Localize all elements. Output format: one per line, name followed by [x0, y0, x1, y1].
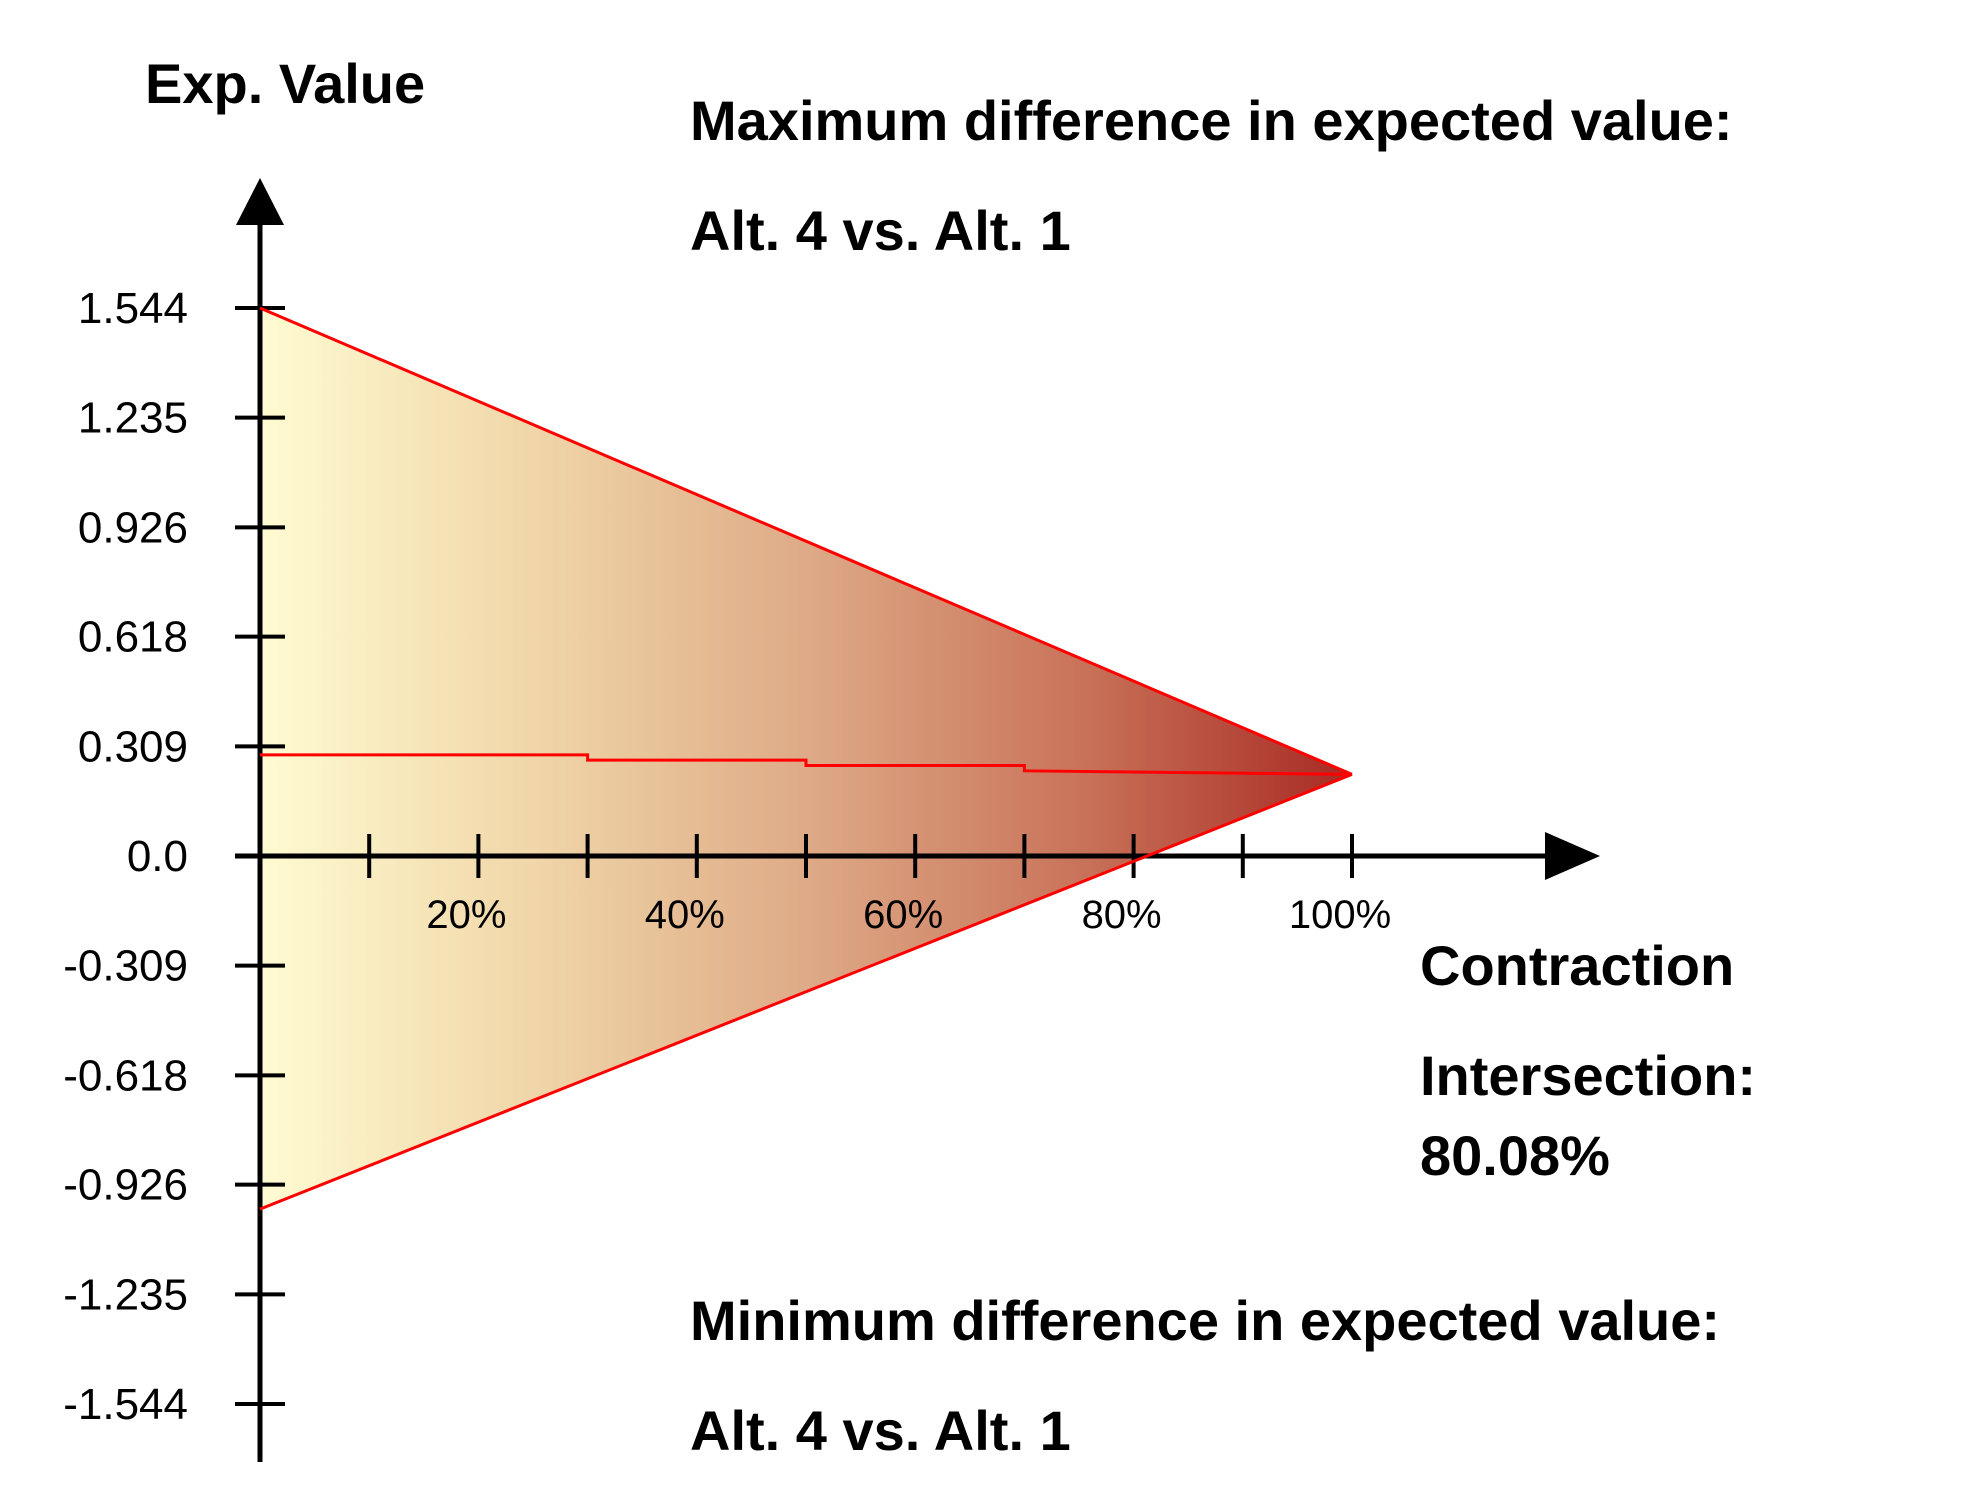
y-tick-label: 0.309	[78, 722, 188, 771]
min-difference-line	[259, 772, 1353, 1211]
y-tick-label: -0.618	[63, 1051, 188, 1100]
y-tick-label: -0.309	[63, 942, 188, 991]
mid-expected-value-line	[260, 753, 1353, 776]
max-difference-pair: Alt. 4 vs. Alt. 1	[690, 199, 1071, 262]
max-difference-line	[259, 306, 1353, 776]
y-axis-arrow-icon	[236, 178, 284, 225]
min-difference-pair: Alt. 4 vs. Alt. 1	[690, 1399, 1071, 1462]
x-tick-label: 60%	[863, 893, 943, 937]
x-axis-arrow-icon	[1545, 832, 1600, 880]
x-tick-label: 20%	[426, 893, 506, 937]
y-tick-label: 0.926	[78, 503, 188, 552]
intersection-value: 80.08%	[1420, 1124, 1610, 1187]
intersection-label: Intersection:	[1420, 1044, 1756, 1107]
y-tick-label: -1.235	[63, 1270, 188, 1319]
x-tick-label: 80%	[1082, 893, 1162, 937]
y-tick-label: 1.544	[78, 284, 188, 333]
y-tick-label: 0.618	[78, 613, 188, 662]
y-axis-ticks: 1.544 1.235 0.926 0.618 0.309 0.0 -0.309 -0.618…	[63, 284, 285, 1429]
y-axis-label: Exp. Value	[145, 52, 425, 115]
min-difference-heading: Minimum difference in expected value:	[690, 1289, 1720, 1352]
x-axis-ticks: 20% 40% 60% 80% 100%	[367, 834, 1391, 937]
y-tick-label: 1.235	[78, 394, 188, 443]
y-tick-label: -0.926	[63, 1161, 188, 1210]
max-difference-heading: Maximum difference in expected value:	[690, 89, 1733, 152]
y-tick-label: -1.544	[63, 1380, 188, 1429]
axes	[235, 178, 1600, 1462]
x-tick-label: 100%	[1289, 893, 1391, 937]
y-tick-label: 0.0	[127, 832, 188, 881]
expected-value-range-area	[260, 308, 1352, 1210]
x-axis-label: Contraction	[1420, 934, 1734, 997]
x-tick-label: 40%	[645, 893, 725, 937]
